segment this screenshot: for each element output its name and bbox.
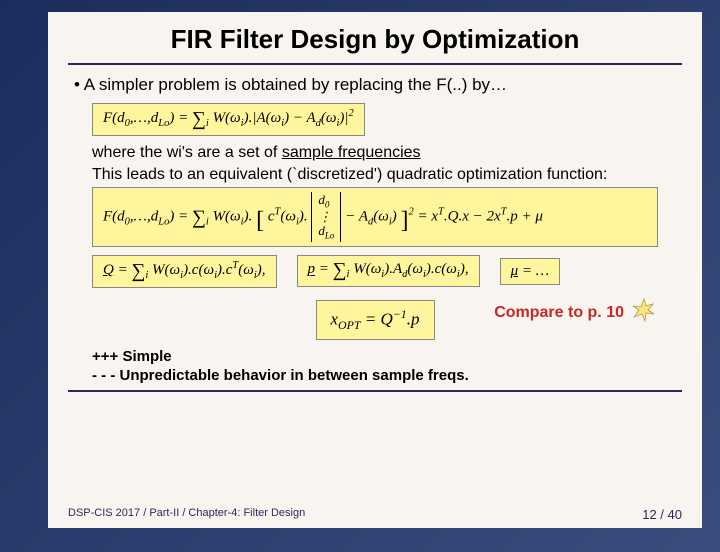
equation-4: xOPT = Q−1.p xyxy=(316,300,435,340)
compare-note: Compare to p. 10 xyxy=(494,304,624,322)
equation-3a: Q = ∑i W(ωi).c(ωi).cT(ωi), xyxy=(92,255,277,288)
starburst-icon xyxy=(632,298,656,322)
slide: FIR Filter Design by Optimization A simp… xyxy=(48,12,702,528)
equation-1: F(d0,…,dLo) = ∑i W(ωi).|A(ωi) − Ad(ωi)|2 xyxy=(92,103,365,136)
page-total: 40 xyxy=(668,507,682,522)
equation-2: F(d0,…,dLo) = ∑i W(ωi). [ cT(ωi). d0⋮dLo… xyxy=(92,187,658,247)
footer-left: DSP-CIS 2017 / Part-II / Chapter-4: Filt… xyxy=(68,507,305,522)
equation-3-row: Q = ∑i W(ωi).c(ωi).cT(ωi), p = ∑i W(ωi).… xyxy=(92,253,682,294)
footer: DSP-CIS 2017 / Part-II / Chapter-4: Filt… xyxy=(68,507,682,522)
page-current: 12 xyxy=(642,507,656,522)
text-where-b: sample frequencies xyxy=(282,144,421,161)
page-title: FIR Filter Design by Optimization xyxy=(68,24,682,61)
equation-3c: μ = … xyxy=(500,258,561,285)
text-where: where the wi's are a set of sample frequ… xyxy=(92,142,682,164)
divider-top xyxy=(68,63,682,65)
plus-line: +++ Simple xyxy=(92,348,682,365)
text-leads: This leads to an equivalent (`discretize… xyxy=(92,164,682,186)
bullet-intro: A simpler problem is obtained by replaci… xyxy=(74,75,682,95)
page-number: 12 / 40 xyxy=(642,507,682,522)
divider-bottom xyxy=(68,390,682,392)
text-where-a: where the wi's are a set of xyxy=(92,144,282,161)
equation-3b: p = ∑i W(ωi).Ad(ωi).c(ωi), xyxy=(297,255,480,287)
minus-line: - - - Unpredictable behavior in between … xyxy=(92,367,682,384)
